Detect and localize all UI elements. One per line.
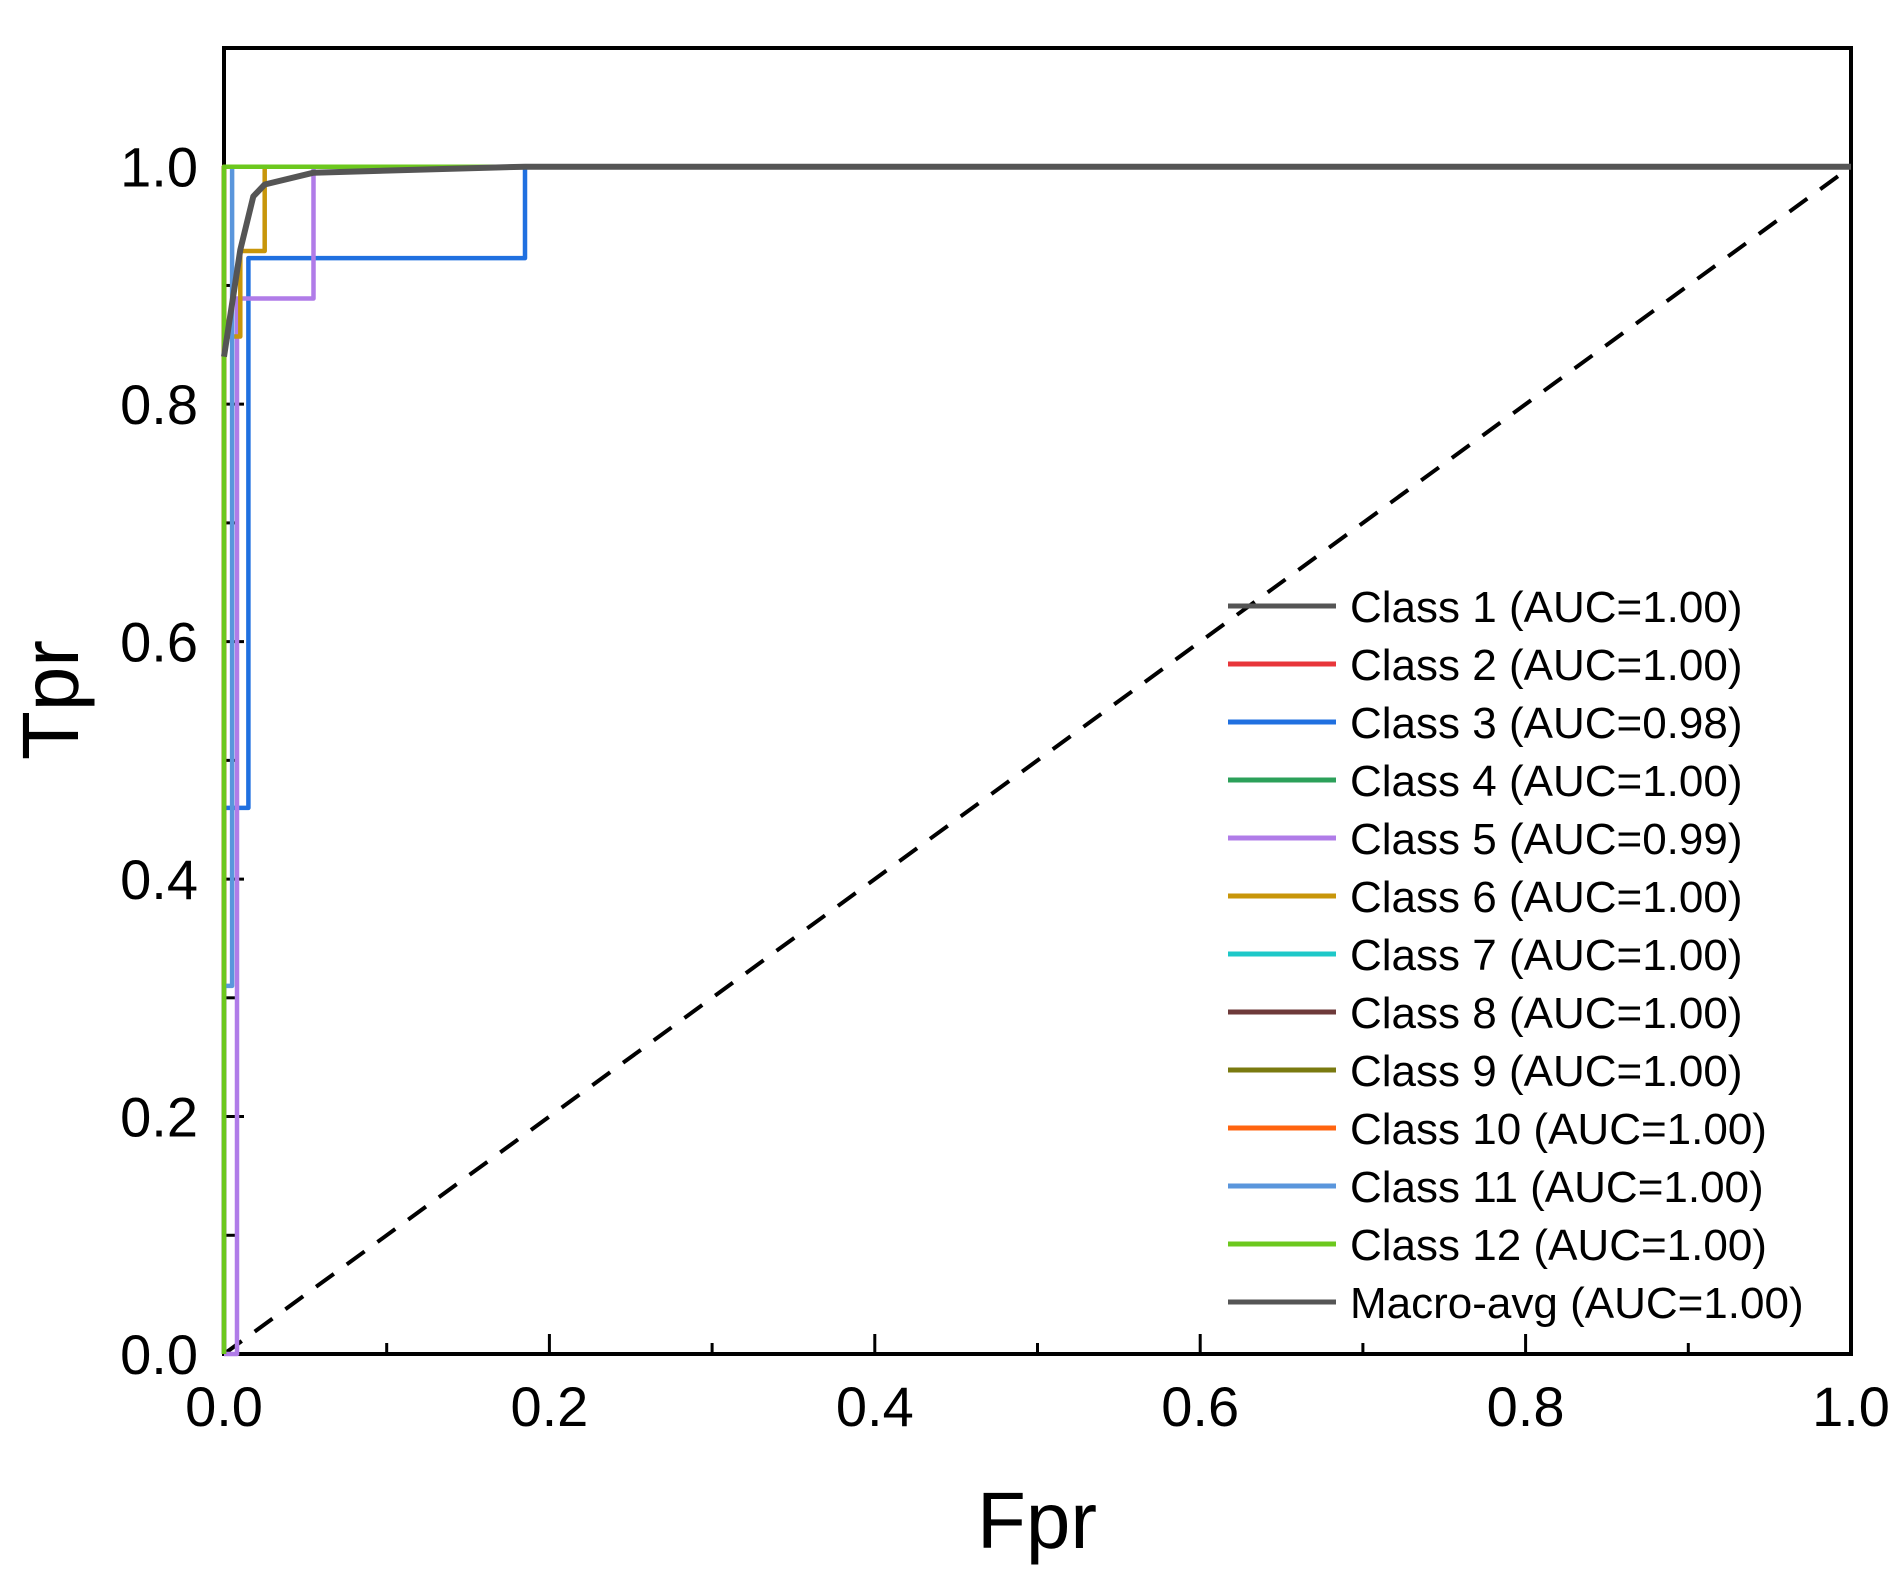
x-tick-label: 0.0 <box>185 1375 263 1438</box>
x-tick-label: 0.4 <box>836 1375 914 1438</box>
y-axis-title: Tpr <box>6 640 95 760</box>
legend-label-5: Class 5 (AUC=0.99) <box>1350 815 1742 864</box>
diagonal-reference-line <box>222 165 1853 1356</box>
y-tick-label: 0.8 <box>120 373 198 436</box>
legend-label-10: Class 10 (AUC=1.00) <box>1350 1105 1767 1154</box>
legend-label-2: Class 2 (AUC=1.00) <box>1350 641 1742 690</box>
x-tick-label: 0.6 <box>1161 1375 1239 1438</box>
legend-label-9: Class 9 (AUC=1.00) <box>1350 1047 1742 1096</box>
legend-label-7: Class 7 (AUC=1.00) <box>1350 931 1742 980</box>
legend-label-13: Macro-avg (AUC=1.00) <box>1350 1279 1804 1328</box>
legend-label-11: Class 11 (AUC=1.00) <box>1350 1163 1764 1212</box>
legend-label-6: Class 6 (AUC=1.00) <box>1350 873 1742 922</box>
x-axis-title: Fpr <box>977 1476 1097 1565</box>
y-tick-label: 0.4 <box>120 848 198 911</box>
x-tick-label: 1.0 <box>1812 1375 1890 1438</box>
legend-label-12: Class 12 (AUC=1.00) <box>1350 1221 1767 1270</box>
y-tick-label: 0.6 <box>120 611 198 674</box>
x-tick-label: 0.8 <box>1487 1375 1565 1438</box>
legend-label-3: Class 3 (AUC=0.98) <box>1350 699 1742 748</box>
legend: Class 1 (AUC=1.00) Class 2 (AUC=1.00) Clas… <box>1228 583 1804 1328</box>
x-tick-label: 0.2 <box>510 1375 588 1438</box>
legend-label-1: Class 1 (AUC=1.00) <box>1350 583 1742 632</box>
y-tick-label: 0.0 <box>120 1323 198 1386</box>
legend-label-4: Class 4 (AUC=1.00) <box>1350 757 1742 806</box>
y-tick-label: 1.0 <box>120 136 198 199</box>
series-lines <box>221 163 1851 1357</box>
series-line-13 <box>221 163 1851 358</box>
diagonal-reference <box>222 165 1853 1356</box>
axis-ticks: 0.0 0.2 0.4 0.6 0.8 1.0 0.0 0.2 0.4 0.6 0.8 1.0 <box>120 136 1890 1438</box>
legend-label-8: Class 8 (AUC=1.00) <box>1350 989 1742 1038</box>
y-tick-label: 0.2 <box>120 1086 198 1149</box>
